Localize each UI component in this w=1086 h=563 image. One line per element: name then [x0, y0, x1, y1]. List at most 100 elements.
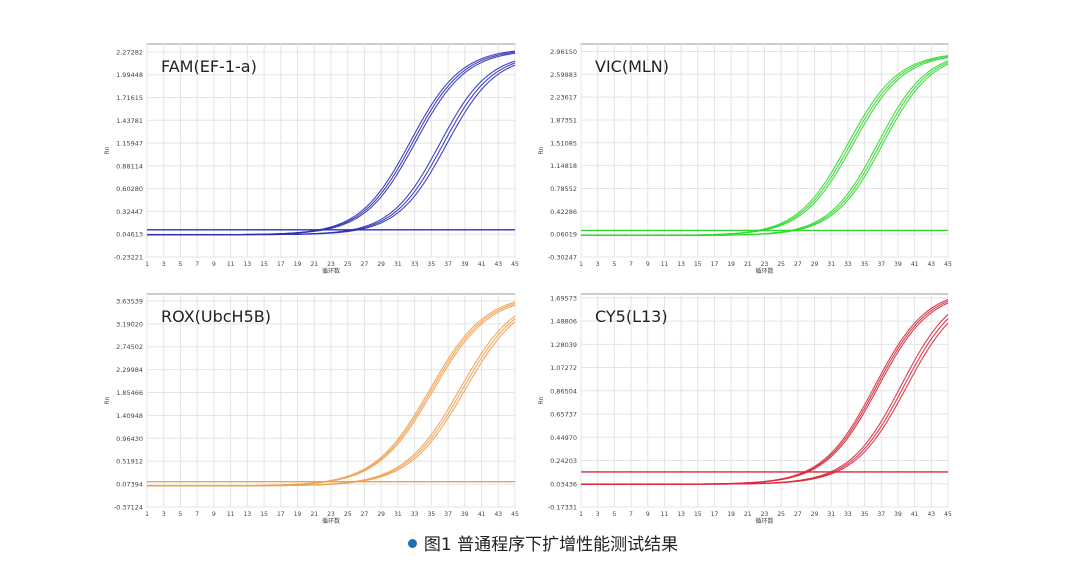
x-tick-label: 3: [596, 511, 600, 518]
x-tick-label: 7: [195, 261, 199, 268]
x-axis-label: 循环数: [755, 267, 773, 275]
y-tick-label: 3.63539: [116, 297, 143, 305]
x-tick-label: 27: [361, 511, 369, 518]
figure-caption-text: 图1 普通程序下扩增性能测试结果: [423, 535, 679, 555]
panel-title: ROX(UbcH5B): [161, 307, 271, 326]
x-tick-label: 19: [294, 511, 302, 518]
y-tick-label: 2.74502: [116, 343, 143, 351]
y-tick-label: 0.42286: [550, 208, 577, 216]
y-tick-label: 1.14818: [550, 162, 577, 170]
x-tick-label: 25: [777, 511, 785, 518]
y-tick-label: 0.86504: [550, 387, 577, 395]
x-tick-label: 15: [260, 511, 268, 518]
x-tick-label: 29: [377, 511, 385, 518]
y-tick-label: -0.17331: [548, 504, 577, 512]
y-tick-label: 1.71615: [116, 94, 143, 102]
x-tick-label: 19: [294, 261, 302, 268]
panel-title: CY5(L13): [595, 307, 668, 326]
x-tick-label: 39: [461, 511, 469, 518]
x-tick-label: 43: [927, 261, 935, 268]
x-tick-label: 17: [277, 261, 285, 268]
x-tick-label: 33: [844, 261, 852, 268]
x-tick-label: 23: [327, 511, 335, 518]
y-axis-label: Rn: [538, 396, 545, 404]
x-tick-label: 3: [162, 511, 166, 518]
y-axis-label: Rn: [538, 146, 545, 154]
x-tick-label: 37: [444, 511, 452, 518]
x-tick-label: 21: [744, 261, 752, 268]
x-tick-label: 19: [727, 511, 735, 518]
x-tick-label: 17: [711, 511, 719, 518]
figure-caption: 图1 普通程序下扩增性能测试结果: [0, 530, 1086, 555]
x-tick-label: 13: [244, 261, 252, 268]
curve-late-3: [147, 64, 516, 236]
panel-title: VIC(MLN): [595, 57, 669, 76]
y-tick-label: 3.19020: [116, 320, 143, 328]
y-tick-label: 1.85466: [116, 389, 143, 397]
y-tick-label: 1.87351: [550, 116, 577, 124]
y-axis-label: Rn: [104, 146, 111, 154]
x-tick-label: 1: [579, 511, 583, 518]
x-tick-label: 15: [694, 511, 702, 518]
panel-fam: 1 3 5 7 9 11 13 15 17 19 21 23 25 27 29 31 33 35 37 39 41 43 4…: [104, 43, 519, 275]
x-axis-label: 循环数: [322, 517, 340, 525]
x-tick-label: 3: [162, 261, 166, 268]
x-tick-label: 1: [145, 511, 149, 518]
y-tick-label: 0.51912: [116, 458, 143, 466]
y-tick-label: 0.07394: [116, 481, 143, 489]
x-tick-label: 41: [911, 261, 919, 268]
curve-late-3: [581, 63, 949, 236]
y-tick-label: 1.43781: [116, 117, 143, 125]
x-tick-label: 27: [794, 511, 802, 518]
x-tick-label: 3: [596, 261, 600, 268]
x-tick-label: 5: [612, 261, 616, 268]
x-tick-label: 25: [777, 261, 785, 268]
y-tick-label: 0.24203: [550, 457, 577, 465]
y-tick-label: 0.32447: [116, 208, 143, 216]
x-tick-label: 23: [761, 511, 769, 518]
x-tick-label: 1: [145, 261, 149, 268]
x-tick-label: 13: [244, 511, 252, 518]
x-tick-label: 43: [494, 261, 502, 268]
x-tick-label: 23: [327, 261, 335, 268]
curve-late-3: [581, 322, 949, 485]
x-tick-label: 15: [260, 261, 268, 268]
y-tick-label: -0.37124: [114, 504, 143, 512]
x-tick-label: 45: [944, 261, 952, 268]
x-tick-label: 9: [646, 511, 650, 518]
x-tick-label: 31: [827, 261, 835, 268]
y-tick-label: 2.59883: [550, 71, 577, 79]
x-tick-label: 45: [511, 511, 519, 518]
x-tick-label: 25: [344, 261, 352, 268]
x-tick-label: 5: [179, 261, 183, 268]
x-tick-label: 7: [629, 511, 633, 518]
x-tick-label: 45: [511, 261, 519, 268]
panel-title: FAM(EF-1-a): [161, 57, 257, 76]
x-tick-label: 35: [861, 511, 869, 518]
x-tick-label: 43: [494, 511, 502, 518]
x-tick-label: 33: [411, 511, 419, 518]
x-tick-label: 31: [394, 261, 402, 268]
x-tick-label: 27: [794, 261, 802, 268]
x-tick-label: 37: [877, 261, 885, 268]
x-tick-label: 27: [361, 261, 369, 268]
x-tick-label: 33: [844, 511, 852, 518]
x-tick-label: 7: [195, 511, 199, 518]
y-tick-label: 0.44970: [550, 434, 577, 442]
x-tick-label: 21: [744, 511, 752, 518]
y-tick-label: -0.23221: [114, 254, 143, 262]
y-tick-label: 2.96150: [550, 48, 577, 56]
y-tick-label: 0.96430: [116, 435, 143, 443]
x-tick-label: 7: [629, 261, 633, 268]
y-tick-label: 0.88114: [116, 162, 143, 170]
x-tick-label: 45: [944, 511, 952, 518]
y-tick-label: 2.23617: [550, 94, 577, 102]
x-tick-label: 21: [310, 261, 318, 268]
bullet-dot-icon: [407, 539, 417, 548]
x-tick-label: 35: [428, 511, 436, 518]
y-tick-label: 1.07272: [550, 364, 577, 372]
y-tick-label: 1.15947: [116, 140, 143, 148]
x-tick-label: 29: [811, 511, 819, 518]
x-tick-label: 9: [212, 261, 216, 268]
x-tick-label: 11: [227, 511, 235, 518]
